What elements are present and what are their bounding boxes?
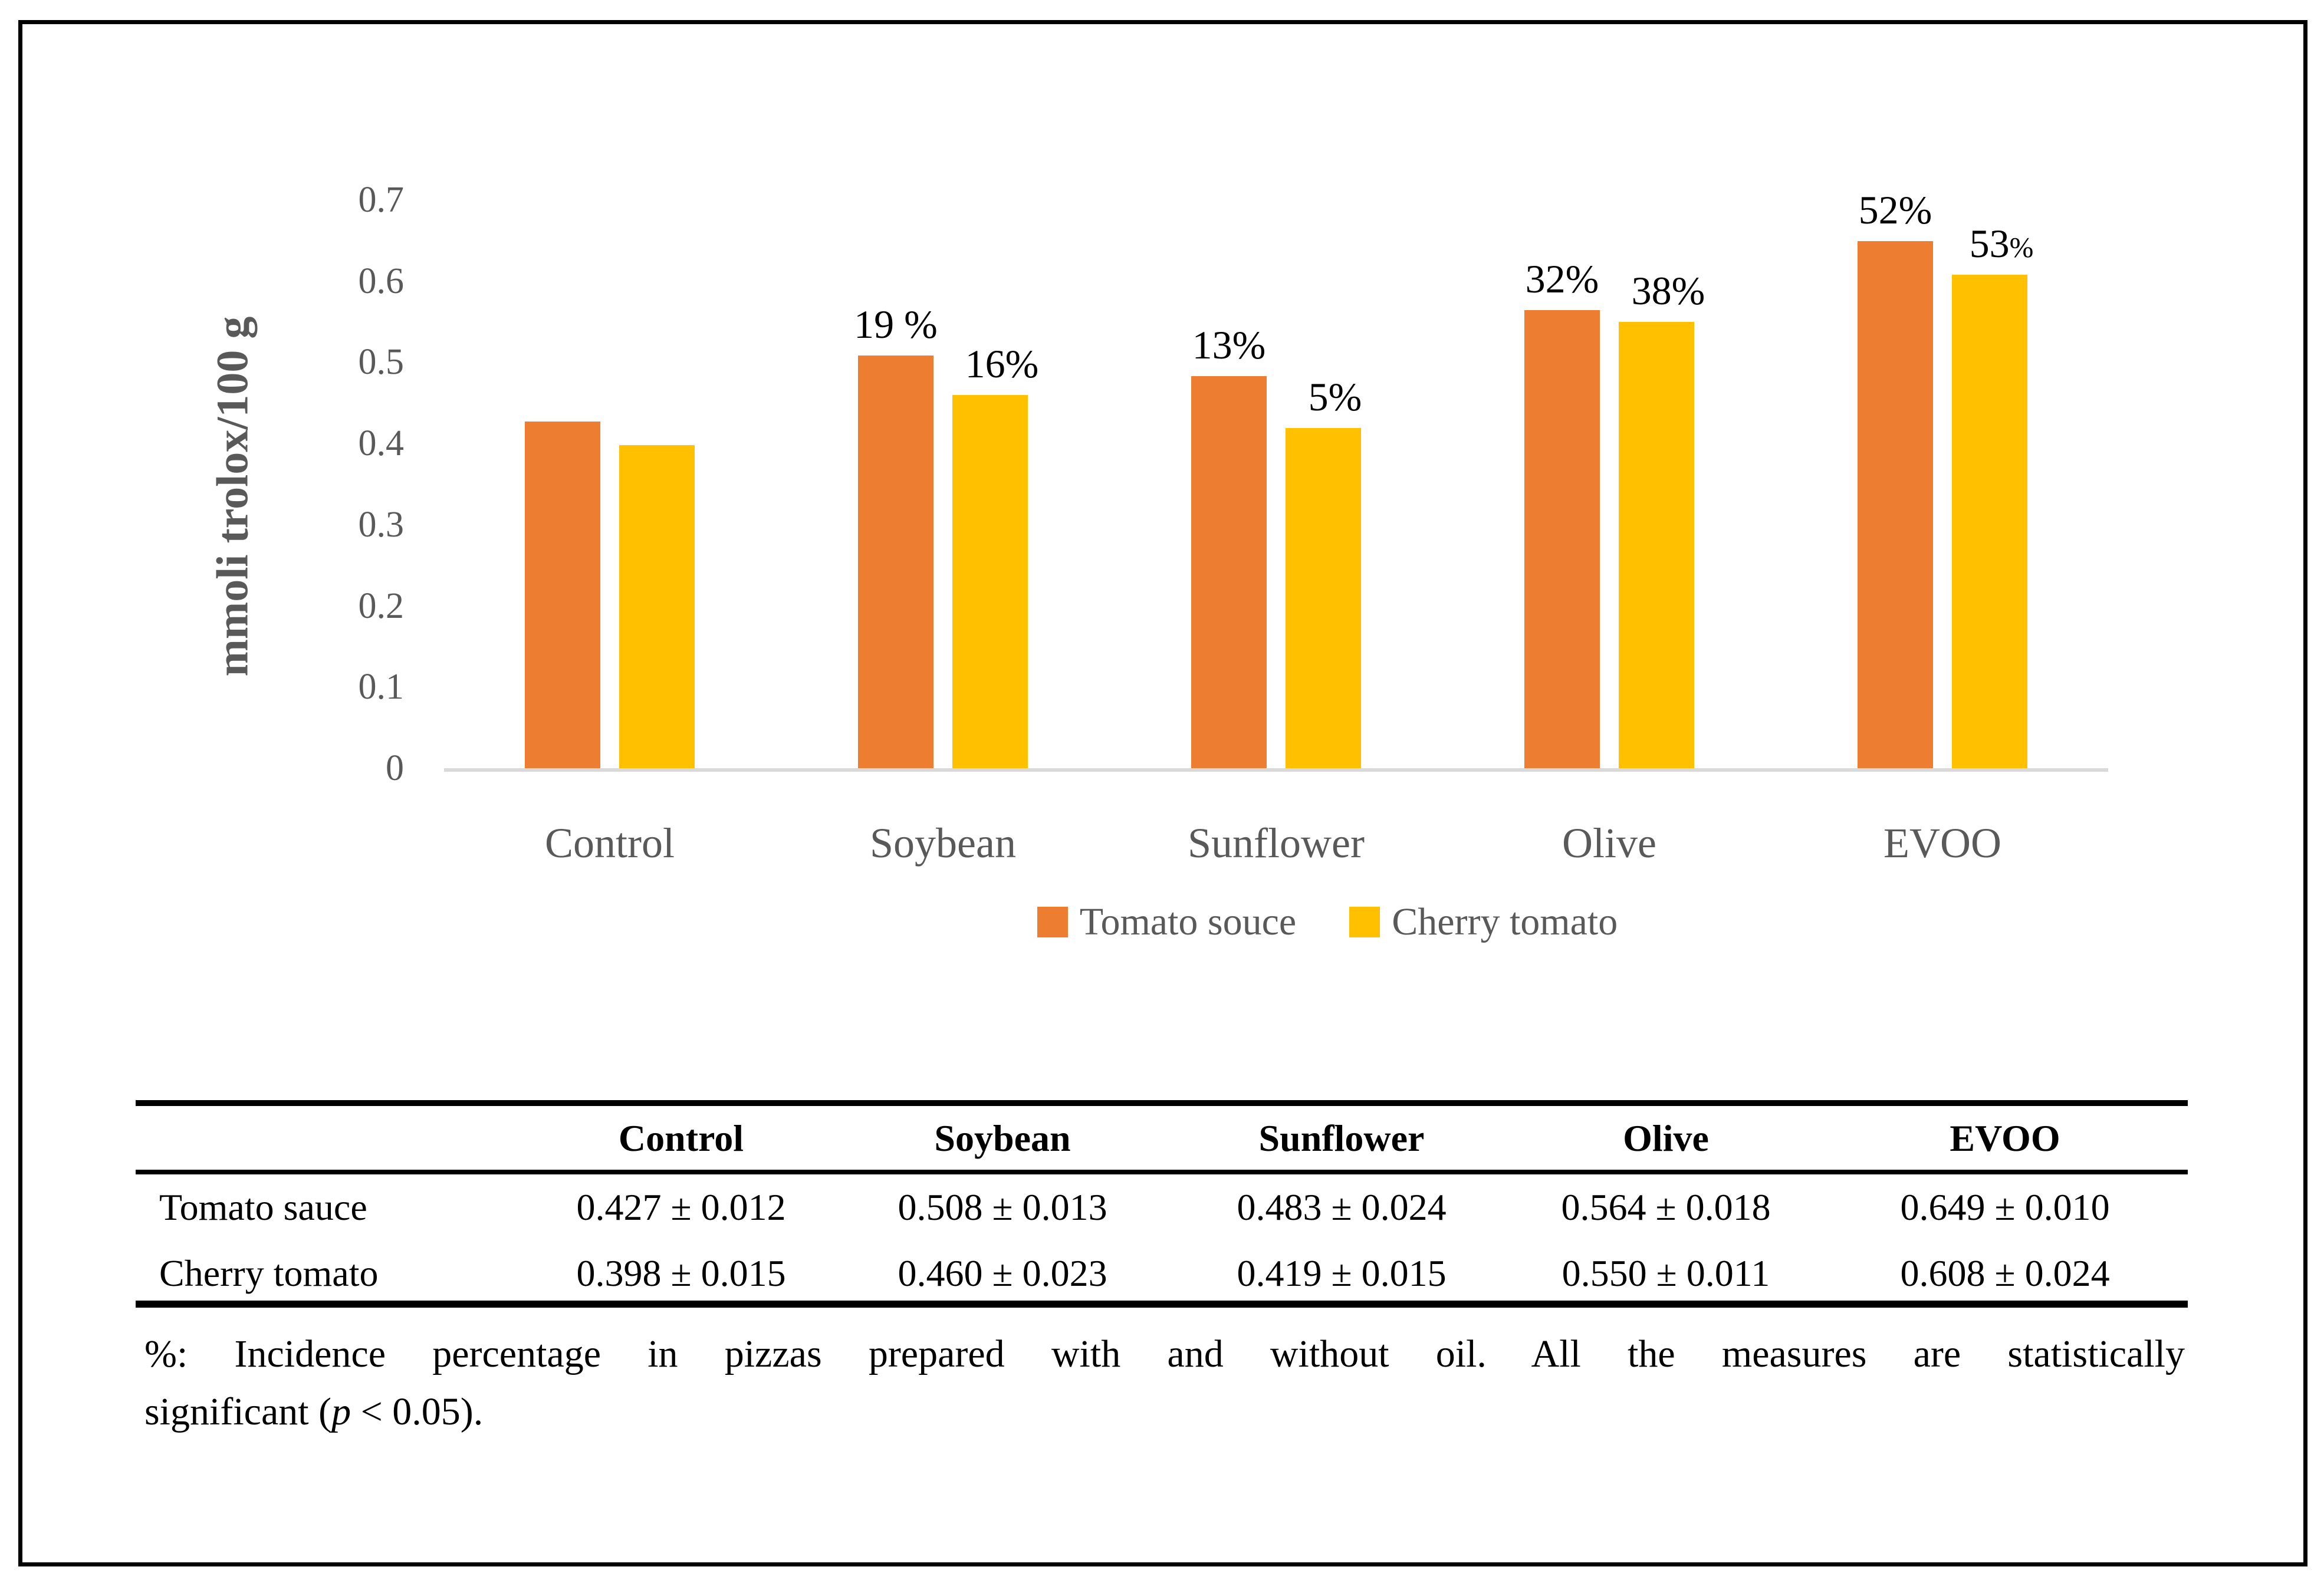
percent-value: 16: [965, 341, 1005, 386]
legend-swatch-orange-icon: [1037, 907, 1068, 937]
bar: [1619, 322, 1694, 768]
table-cell: 0.550 ± 0.011: [1562, 1252, 1770, 1294]
percent-sign: %: [1671, 268, 1705, 313]
bar: [1524, 310, 1600, 768]
table-cell: 0.483 ± 0.024: [1237, 1186, 1447, 1228]
x-category-label: Sunflower: [1188, 819, 1365, 867]
bar: [858, 356, 933, 768]
table-cell: 0.398 ± 0.015: [576, 1252, 786, 1294]
chart-legend: Tomato souce Cherry tomato: [495, 901, 2159, 943]
footnote-line-1: %: Incidence percentage in pizzas prepar…: [144, 1332, 2185, 1375]
percent-sign: %: [1898, 187, 1932, 232]
y-tick-label: 0.1: [358, 667, 405, 707]
y-tick-label: 0.4: [358, 423, 405, 464]
y-tick-label: 0.5: [358, 342, 405, 383]
footnote-text: significant (: [144, 1390, 332, 1433]
bar: [952, 395, 1028, 768]
table-cell: 0.564 ± 0.018: [1561, 1186, 1771, 1228]
percent-value: 52: [1858, 187, 1899, 232]
x-category-label: Control: [544, 819, 675, 867]
percent-value: 53: [1969, 221, 2010, 266]
y-tick-label: 0.2: [358, 585, 405, 626]
bar-value-label: 38%: [1521, 268, 1816, 314]
table-header-cell: Olive: [1623, 1117, 1709, 1159]
table-row-label: Cherry tomato: [159, 1252, 379, 1294]
table-cell: 0.508 ± 0.013: [898, 1186, 1107, 1228]
x-category-label: Soybean: [870, 819, 1016, 867]
percent-value: 13: [1192, 322, 1232, 367]
y-tick-label: 0.3: [358, 504, 405, 545]
footnote-p-italic: p: [331, 1390, 351, 1433]
percent-sign: %: [2009, 231, 2034, 264]
table-cell: 0.649 ± 0.010: [1900, 1186, 2110, 1228]
table-footnote: %: Incidence percentage in pizzas prepar…: [144, 1325, 2185, 1441]
legend-item-tomato-souce: Tomato souce: [1037, 901, 1296, 943]
table-row: Tomato sauce 0.427 ± 0.012 0.508 ± 0.013 0.…: [136, 1174, 2188, 1240]
bar-value-label: 13%: [1082, 322, 1376, 368]
x-category-label: Olive: [1562, 819, 1656, 867]
y-tick-label: 0.6: [358, 261, 405, 301]
x-category-label: EVOO: [1883, 819, 2001, 867]
percent-value: 5: [1308, 374, 1329, 419]
table-cell: 0.460 ± 0.023: [898, 1252, 1107, 1294]
percent-value: 38: [1631, 268, 1672, 313]
percent-sign: %: [904, 302, 938, 347]
y-axis-title: mmoli trolox/100 g: [208, 316, 258, 677]
table-header-cell: Soybean: [934, 1117, 1071, 1159]
bar: [1858, 241, 1933, 768]
bar-value-label: 16%: [854, 341, 1149, 387]
table-cell: 0.427 ± 0.012: [576, 1186, 786, 1228]
bar-value-label: 53%: [1854, 220, 2149, 271]
percent-sign: %: [1328, 374, 1362, 419]
y-tick-label: 0.7: [358, 180, 405, 220]
legend-swatch-yellow-icon: [1349, 907, 1380, 937]
legend-label: Tomato souce: [1079, 900, 1297, 943]
bar-value-label: 19 %: [748, 301, 1043, 347]
bar: [525, 422, 600, 768]
bar: [1191, 376, 1267, 768]
table-bottom-rule: [136, 1301, 2188, 1308]
bar-value-label: 52%: [1748, 187, 2043, 233]
bar-value-label: 32%: [1415, 256, 1710, 302]
percent-sign: %: [1565, 256, 1599, 301]
table-header-cell: Sunflower: [1258, 1117, 1425, 1159]
table-header-cell: EVOO: [1950, 1117, 2060, 1159]
footnote-line-2: significant (p < 0.05).: [144, 1383, 2185, 1441]
table-cell: 0.419 ± 0.015: [1237, 1252, 1447, 1294]
table-cell: 0.608 ± 0.024: [1900, 1252, 2110, 1294]
bar: [1286, 428, 1361, 768]
y-tick-label: 0: [386, 748, 404, 788]
table-header-rule: [136, 1170, 2188, 1174]
x-axis-baseline: [444, 768, 2108, 772]
bar: [1952, 275, 2027, 768]
percent-value: 19: [854, 302, 905, 347]
table-header-cell: Control: [618, 1117, 744, 1159]
percent-value: 32: [1525, 256, 1566, 301]
bar: [619, 445, 695, 768]
table-row-label: Tomato sauce: [159, 1186, 367, 1228]
percent-sign: %: [1232, 322, 1266, 367]
figure-border: [18, 20, 2307, 1566]
table-row: Cherry tomato 0.398 ± 0.015 0.460 ± 0.023 0…: [136, 1240, 2188, 1306]
legend-label: Cherry tomato: [1392, 900, 1618, 943]
footnote-text: < 0.05).: [351, 1390, 484, 1433]
table-header-row: Control Soybean Sunflower Olive EVOO: [136, 1107, 2188, 1170]
legend-item-cherry-tomato: Cherry tomato: [1349, 901, 1618, 943]
table-top-rule: [136, 1100, 2188, 1106]
bar-value-label: 5%: [1188, 374, 1483, 420]
percent-sign: %: [1005, 341, 1039, 386]
